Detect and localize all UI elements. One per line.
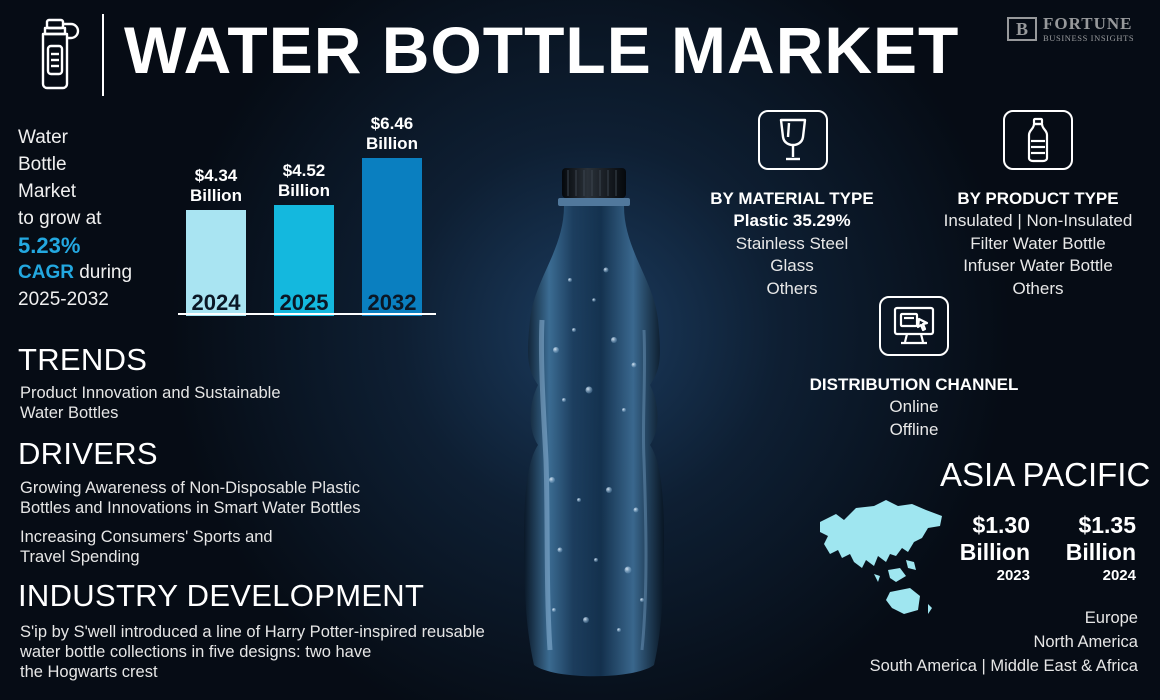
brand-name: FORTUNE — [1043, 14, 1133, 34]
ap-amount: $1.35 — [1078, 512, 1136, 538]
bar-data-label: $4.34 Billion — [171, 166, 261, 206]
market-size-bar-chart: 2024 $4.34 Billion 2025 $4.52 Billion 2032 $6.4… — [170, 100, 450, 316]
bar-data-label: $4.52 Billion — [259, 161, 349, 201]
region-item: Europe — [1084, 609, 1138, 627]
other-regions: Europe North America South America | Mid… — [870, 606, 1138, 678]
distribution-item: Online — [889, 397, 939, 416]
intro-line: Market — [18, 181, 77, 202]
drivers-line: Travel Spending — [20, 548, 140, 566]
drivers-heading: DRIVERS — [18, 436, 158, 471]
drivers-item-2: Increasing Consumers' Sports and Travel … — [20, 527, 380, 567]
asia-pacific-value-2024: $1.35 Billion 2024 — [1036, 512, 1136, 586]
asia-pacific-map-icon — [820, 500, 942, 614]
industry-text: S'ip by S'well introduced a line of Harr… — [20, 622, 540, 682]
material-item: Others — [766, 278, 818, 298]
bar-2025: 2025 — [274, 205, 334, 316]
distribution-block: DISTRIBUTION CHANNEL Online Offline — [798, 374, 1030, 441]
growth-summary: Water Bottle Market to grow at 5.23% CAG… — [18, 124, 168, 313]
bottle-icon — [1027, 117, 1049, 163]
ap-unit: Billion — [959, 539, 1030, 565]
product-item: Filter Water Bottle — [970, 233, 1106, 253]
distribution-item: Offline — [889, 419, 939, 439]
ap-year: 2023 — [996, 567, 1030, 584]
brand-logo: B FORTUNE BUSINESS INSIGHTS — [1007, 14, 1145, 44]
product-item: Infuser Water Bottle — [963, 256, 1113, 275]
intro-line: Bottle — [18, 154, 67, 175]
distribution-icon-box — [879, 296, 949, 356]
cagr-label: CAGR — [18, 262, 74, 283]
page-title: WATER BOTTLE MARKET — [124, 13, 960, 87]
ap-unit: Billion — [1065, 539, 1136, 565]
material-type-title: BY MATERIAL TYPE — [710, 189, 874, 208]
asia-pacific-value-2023: $1.30 Billion 2023 — [930, 512, 1030, 586]
water-bottle-illustration — [524, 168, 664, 677]
chart-baseline — [178, 313, 436, 315]
trends-line: Water Bottles — [20, 404, 119, 422]
bar-year-label: 2025 — [279, 290, 329, 315]
industry-heading: INDUSTRY DEVELOPMENT — [18, 578, 425, 613]
ap-year: 2024 — [1102, 567, 1136, 584]
trends-line: Product Innovation and Sustainable — [20, 384, 281, 402]
industry-line: S'ip by S'well introduced a line of Harr… — [20, 623, 485, 641]
bar-data-amount: $4.34 — [194, 166, 238, 185]
intro-line: Water — [18, 127, 68, 148]
material-highlight: Plastic 35.29% — [733, 211, 851, 230]
trends-text: Product Innovation and Sustainable Water… — [20, 383, 380, 423]
product-item: Insulated | Non-Insulated — [943, 211, 1133, 230]
water-bottle-logo-icon — [41, 18, 80, 90]
bar-2024: 2024 — [186, 210, 246, 316]
drivers-line: Bottles and Innovations in Smart Water B… — [20, 499, 361, 517]
forecast-period: 2025-2032 — [18, 289, 109, 310]
intro-line: to grow at — [18, 208, 102, 229]
bar-data-label: $6.46 Billion — [347, 114, 437, 154]
cagr-value: 5.23% — [18, 233, 81, 258]
bar-data-unit: Billion — [190, 186, 242, 205]
drivers-line: Growing Awareness of Non-Disposable Plas… — [20, 479, 360, 497]
bar-data-amount: $4.52 — [282, 161, 326, 180]
header-divider — [102, 14, 104, 96]
trends-heading: TRENDS — [18, 342, 148, 377]
glass-icon — [779, 118, 807, 161]
material-type-icon-box — [758, 110, 828, 170]
material-item: Stainless Steel — [735, 233, 849, 253]
drivers-line: Increasing Consumers' Sports and — [20, 528, 273, 546]
asia-pacific-title: ASIA PACIFIC — [940, 456, 1151, 493]
material-type-block: BY MATERIAL TYPE Plastic 35.29% Stainles… — [692, 188, 892, 300]
brand-subtitle: BUSINESS INSIGHTS — [1043, 33, 1135, 44]
distribution-title: DISTRIBUTION CHANNEL — [809, 375, 1019, 394]
bar-data-amount: $6.46 — [370, 114, 414, 133]
bar-2032: 2032 — [362, 158, 422, 316]
bar-data-unit: Billion — [366, 134, 418, 153]
computer-icon — [893, 306, 935, 345]
region-item: North America — [1033, 633, 1138, 651]
ap-amount: $1.30 — [972, 512, 1030, 538]
industry-line: the Hogwarts crest — [20, 663, 158, 681]
product-type-block: BY PRODUCT TYPE Insulated | Non-Insulate… — [924, 188, 1152, 300]
industry-line: water bottle collections in five designs… — [20, 643, 372, 661]
product-item: Others — [1012, 278, 1064, 298]
bar-data-unit: Billion — [278, 181, 330, 200]
material-item: Glass — [770, 256, 814, 275]
bar-year-label: 2032 — [367, 290, 417, 315]
bar-year-label: 2024 — [191, 290, 241, 315]
intro-during: during — [73, 262, 133, 283]
product-type-icon-box — [1003, 110, 1073, 170]
drivers-item-1: Growing Awareness of Non-Disposable Plas… — [20, 478, 440, 518]
product-type-title: BY PRODUCT TYPE — [957, 189, 1119, 208]
brand-mark-icon: B — [1007, 17, 1037, 41]
region-item: South America | Middle East & Africa — [869, 657, 1138, 675]
